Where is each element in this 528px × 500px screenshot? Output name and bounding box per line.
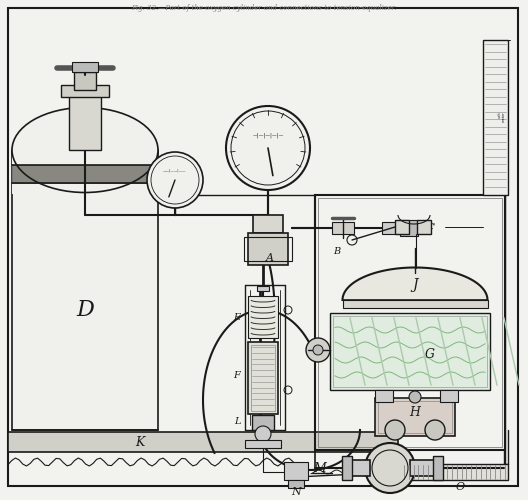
Text: ——|——|——: ——|——|—— [163,169,187,173]
Bar [69,90,101,150]
Bar [417,220,431,234]
Polygon shape [343,268,487,300]
Text: A: A [266,253,274,263]
Circle shape [409,391,421,403]
Text: C: C [400,222,407,232]
Bar [343,300,488,308]
Bar [345,460,370,476]
Bar [245,440,281,448]
Text: E: E [233,314,241,322]
Circle shape [255,426,271,442]
Bar [342,456,352,480]
Bar [440,390,458,402]
Bar [483,40,508,195]
Circle shape [425,420,445,440]
Bar [400,220,418,236]
Text: F: F [233,370,240,380]
Bar [395,220,409,234]
Circle shape [313,345,323,355]
Bar [248,296,278,338]
Bar [8,432,398,452]
Text: M: M [314,462,326,474]
Bar [400,464,508,480]
Bar [375,398,455,436]
Text: G: G [425,348,435,362]
Text: Fig. 32.—Part of the oxygen cylinder and connections to tension-equalizer.: Fig. 32.—Part of the oxygen cylinder and… [131,4,397,12]
Bar [382,222,402,234]
Text: L: L [234,418,240,426]
Text: N: N [291,487,301,497]
Bar [318,198,502,447]
Text: C': C' [426,222,436,232]
Bar [433,456,443,480]
Bar [12,150,158,430]
Circle shape [365,443,415,493]
Circle shape [306,338,330,362]
Bar [248,233,288,265]
Bar [253,215,283,233]
Bar [284,462,308,480]
Bar [72,62,98,72]
Ellipse shape [12,108,158,192]
Bar [330,313,490,390]
Bar [244,237,292,261]
Bar [12,150,158,194]
Bar [333,316,487,387]
Bar [248,342,278,414]
Bar [61,85,109,97]
Circle shape [226,106,310,190]
Bar [378,401,452,433]
Bar [74,72,96,90]
Bar [332,222,354,234]
Bar [375,390,393,402]
Bar [315,195,505,450]
Text: H: H [410,406,420,420]
Bar [410,460,435,476]
Bar [251,345,275,411]
Text: J: J [412,278,418,292]
Bar [12,165,158,183]
Circle shape [147,152,203,208]
Text: B: B [334,248,341,256]
Bar [252,415,274,430]
Text: O: O [456,482,465,492]
Text: —|—|—|—|—: —|—|—|—|— [252,132,284,138]
Text: volt
meter: volt meter [497,112,506,122]
Bar [288,480,304,488]
Circle shape [385,420,405,440]
Text: D: D [76,299,94,321]
Bar [257,286,269,291]
Text: K: K [135,436,145,450]
